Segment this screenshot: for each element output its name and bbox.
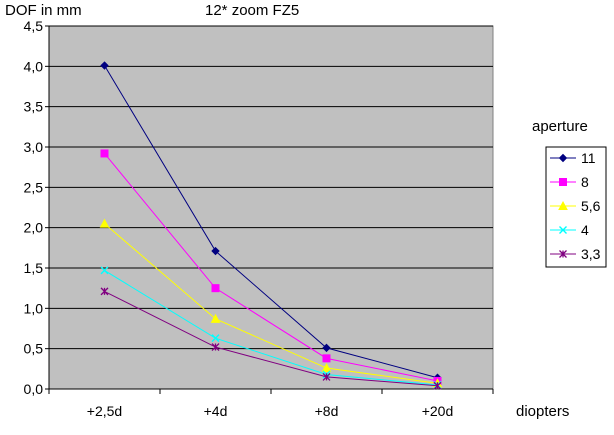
data-point: [322, 354, 331, 363]
y-tick-label: 3,0: [24, 139, 44, 155]
x-tick-label: +8d: [315, 403, 339, 419]
legend-marker: [559, 226, 567, 234]
data-point: [211, 246, 220, 256]
legend-label: 3,3: [581, 246, 601, 262]
y-tick-label: 0,0: [24, 381, 44, 397]
legend-label: 8: [581, 174, 589, 190]
x-axis-ticks: +2,5d +4d +8d +20d: [48, 389, 494, 419]
series-line: [104, 65, 438, 379]
y-tick-label: 1,5: [24, 260, 44, 276]
chart-title: 12* zoom FZ5: [205, 2, 299, 19]
y-axis-label: DOF in mm: [5, 2, 82, 19]
legend-marker: [559, 250, 567, 258]
y-tick-label: 2,0: [24, 220, 44, 236]
legend-box: [545, 146, 607, 268]
y-axis-ticks: 0,0 0,5 1,0 1,5 2,0 2,5 3,0 3,5 4,0 4,5: [24, 18, 49, 397]
legend-item: 8: [550, 174, 589, 190]
data-point: [321, 362, 332, 373]
y-tick-label: 3,5: [24, 99, 44, 115]
y-tick-label: 0,5: [24, 341, 44, 357]
data-point: [99, 218, 110, 228]
data-point: [210, 313, 221, 323]
data-point: [433, 381, 442, 390]
x-tick-label: +2,5d: [87, 403, 122, 419]
data-point: [211, 343, 220, 352]
legend-label: 4: [581, 222, 589, 238]
series-line: [104, 269, 438, 386]
series-line: [104, 153, 438, 382]
legend-label: 5,6: [581, 198, 601, 214]
data-point: [100, 61, 109, 70]
series-line: [104, 223, 438, 384]
legend-label: 11: [581, 150, 596, 166]
series-line: [104, 290, 438, 387]
plot-area: [48, 25, 494, 390]
data-point: [100, 266, 109, 275]
gridlines: [49, 25, 493, 350]
series-5: [100, 287, 442, 390]
y-tick-label: 4,5: [24, 18, 44, 34]
series-group: [99, 61, 443, 390]
legend-item: 3,3: [550, 246, 601, 262]
y-tick-label: 1,0: [24, 300, 44, 316]
y-tick-label: 2,5: [24, 179, 44, 195]
data-point: [100, 287, 109, 296]
legend-marker: [558, 153, 568, 163]
legend-marker: [559, 178, 567, 186]
legend-item: 11: [550, 150, 596, 166]
data-point: [322, 372, 331, 381]
legend-item: 4: [550, 222, 589, 238]
legend-title: aperture: [532, 118, 588, 135]
y-tick-label: 4,0: [24, 58, 44, 74]
x-tick-label: +4d: [204, 403, 228, 419]
x-axis-label: diopters: [516, 403, 569, 420]
legend-item: 5,6: [550, 198, 601, 214]
legend: 11 8 5,6 4 3,3: [545, 146, 607, 268]
series-3: [99, 218, 443, 388]
data-point: [211, 284, 220, 293]
data-point: [100, 149, 109, 158]
x-tick-label: +20d: [422, 403, 454, 419]
data-point: [322, 343, 331, 353]
legend-marker: [558, 200, 568, 210]
data-point: [211, 334, 220, 343]
